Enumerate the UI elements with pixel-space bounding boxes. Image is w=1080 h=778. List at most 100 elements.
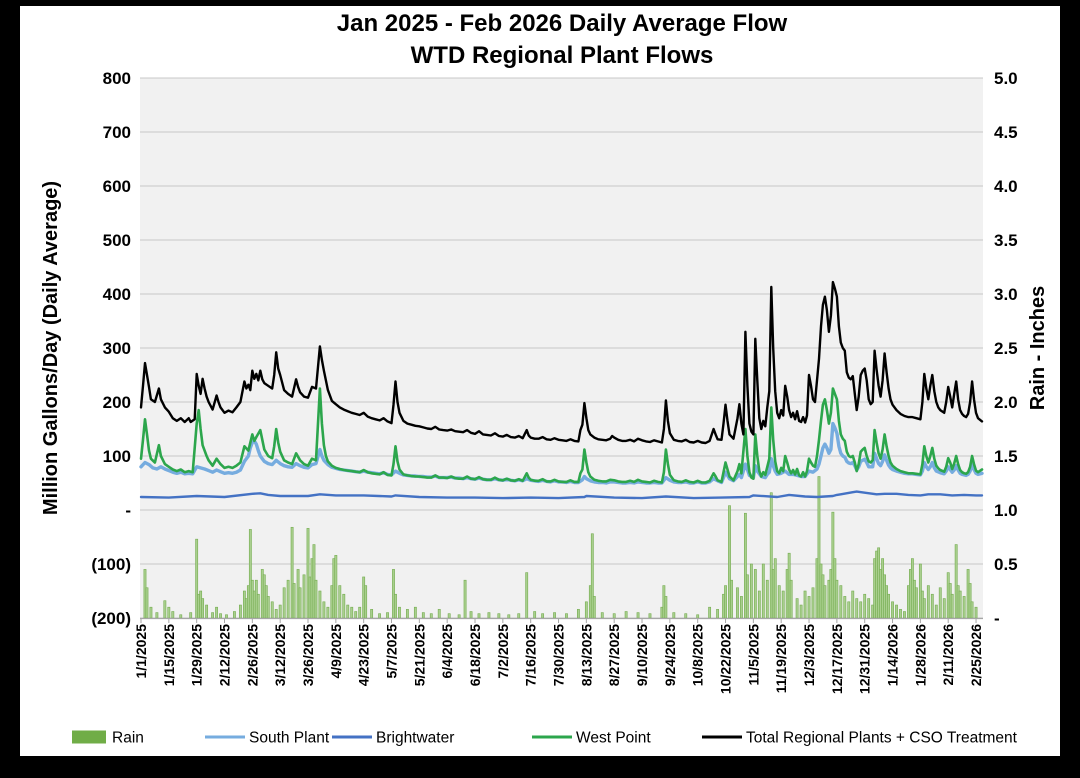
rain-bar [974,606,978,619]
rain-bar [179,614,183,619]
rain-bar [145,587,149,619]
legend-label-brightwater: Brightwater [376,730,454,747]
rain-bar [895,604,898,619]
x-axis-tick-label: 12/17/2025 [829,624,845,694]
rain-bar [189,612,193,619]
rain-bar [463,579,467,619]
left-axis-tick-labels: 800 700 600 500 400 300 200 100 - (100) (200) [91,69,131,628]
x-axis-tick-label: 7/2/2025 [495,624,511,679]
right-axis-tick-label: 0.5 [994,555,1018,574]
rain-bar [576,609,580,619]
left-axis-tick-label: 800 [103,69,131,88]
rain-bar [338,585,342,619]
rain-bar [696,614,700,619]
rain-bar [525,572,529,619]
rain-bar [477,613,481,619]
rain-bar [437,609,441,619]
x-axis-tick-label: 11/5/2025 [745,624,761,686]
rain-bar [225,614,228,619]
rain-bar [487,612,491,619]
rain-bar [334,555,338,619]
right-axis-tick-label: 2.5 [994,339,1018,358]
left-axis-tick-label: - [125,501,131,520]
rain-bar [211,612,214,619]
left-axis-tick-label: 200 [103,393,131,412]
rain-bar [233,611,236,619]
rain-bar [749,563,753,619]
rain-bar [266,596,270,619]
rain-bar [962,596,966,619]
rain-bar [938,587,942,619]
rain-bar [421,612,425,619]
x-axis-tick-label: 5/7/2025 [384,624,400,679]
rain-bar [364,585,368,619]
rain-bars [143,476,978,619]
rain-bar [201,598,205,619]
rain-bar [807,596,811,619]
x-axis-tick-label: 5/21/2025 [411,624,427,686]
x-axis-tick-label: 3/12/2025 [272,624,288,686]
rain-bar [163,600,167,619]
right-axis-tick-labels: 5.0 4.5 4.0 3.5 3.0 2.5 2.0 1.5 1.0 0.5 - [994,69,1018,628]
x-axis-tick-label: 8/13/2025 [578,624,594,686]
chart-title-line1: Jan 2025 - Feb 2026 Daily Average Flow [337,10,788,37]
rain-bar [314,579,318,619]
rain-bar [716,609,719,619]
rain-bar [803,590,807,619]
rain-bar [326,606,330,619]
rain-bar [541,613,545,619]
rain-bar [811,587,815,619]
right-axis-tick-label: 2.0 [994,393,1018,412]
plot-area [139,77,984,620]
x-axis-tick-label: 4/23/2025 [356,624,372,686]
rain-bar [322,601,326,619]
legend-label-rain: Rain [112,730,144,747]
rain-bar [302,574,306,619]
x-axis-tick-label: 12/31/2025 [857,624,873,694]
rain-bar [851,590,855,619]
rain-bar [887,593,890,619]
rain-bar [457,614,461,619]
right-axis-tick-label: 4.5 [994,123,1018,142]
rain-bar [398,606,401,619]
left-axis-tick-label: (100) [91,555,131,574]
rain-bar [346,604,350,619]
right-axis-title: Rain - Inches [1027,286,1049,410]
left-axis-tick-label: 500 [103,231,131,250]
right-axis-tick-label: - [994,609,1000,628]
rain-bar [358,606,362,619]
rain-bar [354,611,358,619]
rain-bar [724,585,727,619]
x-axis-tick-label: 2/25/2026 [968,624,984,686]
x-axis-tick-label: 2/12/2025 [217,624,233,686]
rain-bar [624,611,628,619]
rain-bar [533,611,537,619]
legend-label-total-regional-plants-cso-treatment: Total Regional Plants + CSO Treatment [746,730,1018,747]
legend-label-west-point: West Point [576,730,651,747]
left-axis-tick-label: 100 [103,447,131,466]
rain-bar [930,593,934,619]
rain-bar [256,593,260,619]
rain-bar [413,606,417,619]
right-axis-tick-label: 5.0 [994,69,1018,88]
rain-bar [565,613,568,619]
rain-bar [612,613,616,619]
legend: Rain South Plant Brightwater West Point Tota… [72,730,1018,747]
rain-bar [684,613,688,619]
rain-bar [950,593,954,619]
series-line-brightwater [139,490,984,500]
left-axis-title: Million Gallons/Day (Daily Average) [40,181,62,515]
left-axis-tick-label: 300 [103,339,131,358]
x-axis-tick-label: 7/30/2025 [551,624,567,686]
rain-bar [730,579,733,619]
x-axis-tick-label: 2/11/2026 [940,624,956,686]
rain-bar [745,574,749,619]
rain-bar [753,569,757,619]
rain-bar [517,613,521,619]
rain-bar [823,585,827,619]
left-axis-tick-label: (200) [91,609,131,628]
rain-bar [777,585,781,619]
x-axis-tick-label: 10/22/2025 [718,624,734,694]
rain-bar [708,606,712,619]
